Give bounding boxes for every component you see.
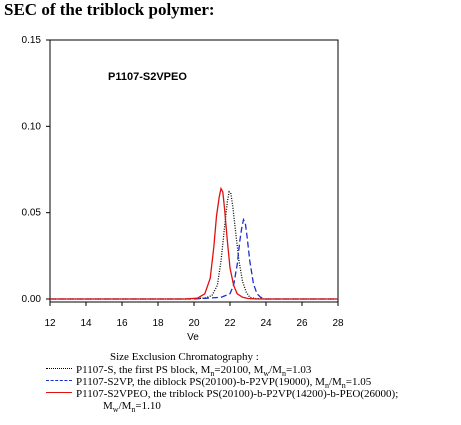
x-tick-label: 22 (224, 318, 236, 329)
legend-text: n (131, 405, 136, 415)
x-tick-label: 12 (44, 318, 56, 329)
legend-text: n (341, 381, 346, 391)
legend-text: =20100, M (214, 364, 264, 376)
y-tick-label: 0.15 (22, 35, 42, 46)
legend-text: =1.10 (135, 400, 161, 412)
y-tick-label: 0.05 (22, 208, 42, 219)
legend-text: w (112, 405, 119, 415)
legend-swatch (46, 391, 72, 393)
y-tick-label: 0.00 (22, 294, 42, 305)
plot-area (49, 39, 339, 303)
chart-caption: Size Exclusion Chromatography : (110, 351, 259, 363)
x-tick-label: 26 (296, 318, 308, 329)
x-tick-label: 18 (152, 318, 164, 329)
page-heading: SEC of the triblock polymer: (4, 0, 215, 19)
series-line-2 (50, 217, 338, 300)
legend-text: P1107-S, the first PS block, M (76, 364, 211, 376)
legend-swatch (46, 379, 72, 381)
legend-text: =1.03 (285, 364, 312, 376)
legend-text: M (103, 400, 113, 412)
legend-text: w (263, 369, 270, 379)
legend-text: /M (118, 400, 132, 412)
x-tick-label: 20 (188, 318, 200, 329)
legend-text: n (324, 381, 329, 391)
legend-entry-3: P1107-S2VPEO, the triblock PS(20100)-b-P… (46, 388, 398, 400)
legend-entry-4: Mw/Mn=1.10 (103, 400, 161, 416)
chart-title: P1107-S2VPEO (108, 71, 187, 83)
legend-entry-2: P1107-S2VP, the diblock PS(20100)-b-P2VP… (46, 376, 371, 392)
legend-text: P1107-S2VP, the diblock PS(20100)-b-P2VP… (76, 376, 325, 388)
series-line-3 (50, 186, 338, 300)
legend-text: n (281, 369, 286, 379)
legend-text: /M (269, 364, 282, 376)
legend-text: P1107-S2VPEO, the triblock PS(20100)-b-P… (76, 388, 399, 400)
legend-entry-1: P1107-S, the first PS block, Mn=20100, M… (46, 364, 311, 380)
y-tick-label: 0.10 (22, 121, 42, 132)
x-tick-label: 16 (116, 318, 128, 329)
series-line-1 (50, 190, 338, 300)
x-axis-label: Ve (187, 332, 199, 343)
legend-text: =1.05 (345, 376, 372, 388)
legend-text: /M (328, 376, 342, 388)
x-tick-label: 24 (260, 318, 272, 329)
legend-text: n (210, 369, 215, 379)
legend-swatch (46, 367, 72, 369)
x-tick-label: 14 (80, 318, 92, 329)
x-tick-label: 28 (332, 318, 344, 329)
